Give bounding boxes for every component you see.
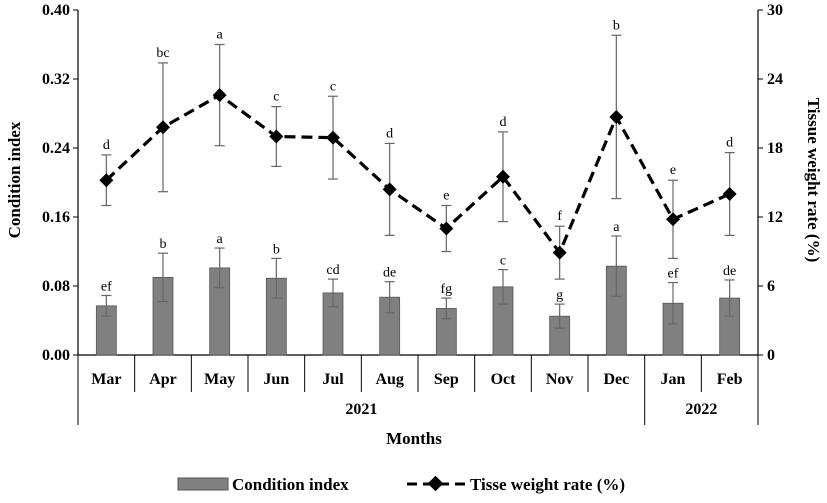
tissue-weight-marker: [212, 88, 227, 103]
y-left-tick-label: 0.24: [42, 140, 70, 157]
y-axis-left-title: Condition index: [5, 121, 24, 238]
axes: [73, 9, 763, 425]
x-tick-label: Mar: [91, 371, 121, 388]
line-significance-label: d: [386, 126, 393, 141]
x-tick-label: Apr: [149, 371, 177, 388]
tissue-weight-marker: [382, 182, 397, 197]
y-right-tick-label: 6: [767, 278, 775, 295]
year-label: 2021: [345, 401, 377, 418]
tissue-weight-marker: [99, 173, 114, 188]
y-left-tick-label: 0.08: [42, 278, 70, 295]
line-significance-label: d: [726, 136, 733, 151]
tissue-weight-marker: [609, 109, 624, 124]
line-significance-label: bc: [156, 46, 169, 61]
bar-significance-label: b: [160, 237, 167, 252]
legend-line-label: Tisse weight rate (%): [470, 475, 625, 494]
line-significance-label: c: [273, 90, 279, 105]
y-left-tick-label: 0.40: [42, 2, 70, 19]
tissue-weight-line: [105, 93, 731, 256]
legend-diamond-marker: [427, 475, 444, 492]
year-label: 2022: [685, 401, 717, 418]
tissue-weight-marker: [156, 120, 170, 135]
tissue-weight-marker: [722, 187, 737, 201]
bar-significance-label: a: [217, 232, 224, 247]
bar-series: ef b a b cd de fg c g a ef de: [95, 220, 741, 356]
line-significance-label: d: [500, 115, 507, 130]
x-tick-label: May: [204, 371, 235, 388]
tissue-weight-marker: [269, 129, 284, 144]
bar-significance-label: fg: [440, 282, 452, 297]
x-tick-label: Jan: [661, 371, 686, 388]
bar-significance-label: a: [613, 220, 620, 235]
tissue-weight-marker: [496, 169, 510, 184]
x-tick-label: Nov: [546, 371, 574, 388]
tick-labels: 0.00 0.08 0.16 0.24 0.32 0.40 0 6 12 18 24 30 2021 20…: [42, 2, 783, 418]
bar-significance-label: c: [500, 254, 506, 269]
bar-significance-label: de: [383, 266, 396, 281]
y-axis-right-title: Tissue weight rate (%): [804, 98, 823, 262]
bar-significance-label: cd: [326, 263, 339, 278]
y-left-tick-label: 0.16: [42, 209, 70, 226]
y-right-tick-label: 30: [767, 2, 783, 19]
tissue-weight-marker: [666, 212, 680, 227]
y-right-tick-label: 12: [767, 209, 783, 226]
line-significance-label: a: [217, 28, 224, 43]
x-tick-label: Sep: [434, 371, 459, 388]
line-significance-label: e: [443, 189, 449, 204]
x-tick-label: Jul: [322, 371, 344, 388]
line-significance-label: b: [613, 18, 620, 33]
line-significance-label: f: [557, 209, 562, 224]
y-left-tick-label: 0.32: [42, 71, 70, 88]
bar-significance-label: g: [556, 288, 563, 303]
y-left-tick-label: 0.00: [42, 347, 70, 364]
line-significance-label: c: [330, 79, 336, 94]
legend: Condition index Tisse weight rate (%): [177, 475, 625, 494]
x-tick-label: Feb: [717, 371, 743, 388]
bar-significance-label: ef: [101, 279, 112, 294]
line-significance-label: d: [103, 138, 110, 153]
legend-bar-swatch: [177, 477, 229, 491]
x-tick-label: Aug: [375, 371, 403, 388]
bar-significance-label: ef: [668, 267, 679, 282]
y-right-tick-label: 0: [767, 347, 775, 364]
bar-significance-label: b: [273, 242, 280, 257]
line-significance-label: e: [670, 163, 676, 178]
legend-bar-label: Condition index: [232, 475, 349, 494]
y-right-tick-label: 18: [767, 140, 783, 157]
tissue-weight-marker: [326, 130, 340, 145]
tissue-weight-marker: [552, 245, 567, 260]
y-right-tick-label: 24: [767, 71, 783, 88]
x-tick-label: Jun: [263, 371, 289, 388]
x-axis-title: Months: [386, 429, 442, 448]
x-tick-label: Oct: [491, 371, 517, 388]
x-tick-label: Dec: [603, 371, 629, 388]
bar-significance-label: de: [723, 264, 736, 279]
tissue-weight-marker: [439, 221, 454, 236]
